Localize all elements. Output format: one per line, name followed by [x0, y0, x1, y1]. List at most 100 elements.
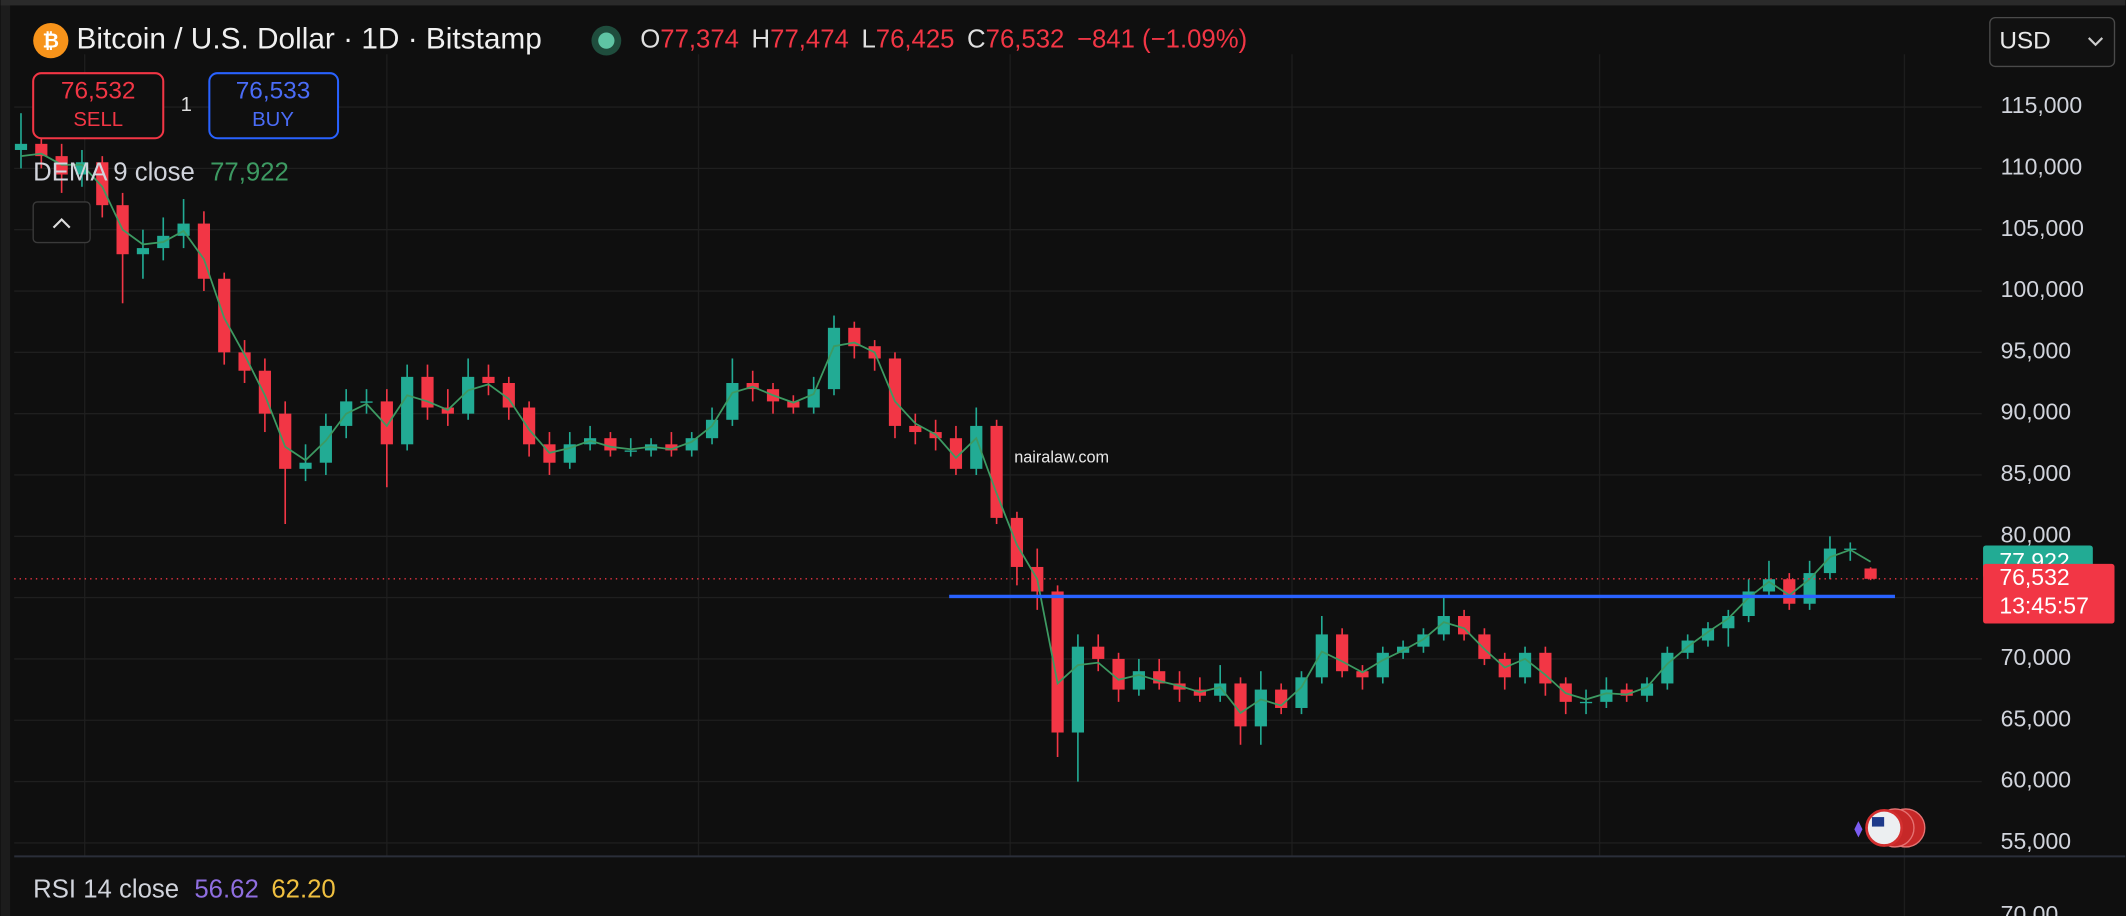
flag-canton	[1871, 817, 1885, 827]
quantity: 1	[181, 94, 192, 116]
candle-body	[1071, 646, 1085, 733]
buy-price[interactable]: 76,533	[236, 78, 311, 105]
candle-body	[319, 425, 332, 463]
left-border	[0, 0, 11, 916]
candle-body	[401, 376, 414, 445]
dema-line	[20, 152, 1872, 715]
y-tick-label: 95,000	[2001, 337, 2071, 363]
candle-body	[1823, 548, 1837, 574]
candle-body	[624, 450, 637, 452]
currency-select[interactable]: USD	[1989, 16, 2116, 68]
candle-body	[1600, 689, 1613, 702]
candle-body	[848, 327, 861, 347]
candle-body	[1010, 517, 1024, 567]
candle-body	[1051, 591, 1064, 733]
indicator-value: 77,922	[210, 158, 289, 186]
candle-body	[1295, 677, 1308, 708]
buy-button[interactable]: 76,533 BUY	[208, 72, 340, 140]
y-tick-label: 65,000	[2001, 705, 2071, 731]
ohlc-label: C	[967, 25, 986, 53]
candle-body	[970, 425, 983, 469]
currency-select-box[interactable]	[1989, 16, 2116, 68]
y-tick-label: 70,000	[2001, 644, 2071, 670]
ohlc-label: H	[752, 25, 771, 53]
sell-button[interactable]: 76,532 SELL	[32, 72, 165, 140]
ohlc-label: L	[861, 25, 875, 53]
ohlc-value: 76,532	[986, 25, 1065, 53]
candle-body	[787, 401, 800, 408]
candle-body	[1356, 671, 1369, 678]
candle-body	[197, 223, 211, 279]
rsi-ma-value: 62.20	[271, 875, 335, 903]
candle-body	[1539, 652, 1552, 684]
candle-body	[360, 401, 373, 403]
candle-body	[1254, 689, 1267, 727]
candle-body	[1336, 634, 1349, 672]
candle-body	[1762, 579, 1776, 592]
collapse-chevron	[52, 217, 71, 229]
candle-body	[685, 438, 698, 451]
event-flag[interactable]	[1865, 808, 1904, 847]
candle-body	[705, 419, 719, 439]
price-change: −841 (−1.09%)	[1077, 25, 1247, 53]
candle-body	[1803, 573, 1816, 604]
candle-body	[604, 438, 617, 451]
collapse-button[interactable]	[32, 201, 91, 244]
candle-body	[299, 462, 312, 469]
indicator-name: DEMA 9 close	[33, 158, 195, 186]
event-flags[interactable]	[1854, 808, 1926, 848]
candle-body	[1457, 616, 1471, 635]
ohlc-value: 77,374	[660, 25, 739, 53]
candle-body	[1234, 683, 1247, 727]
bar-countdown: 13:45:57	[1999, 592, 2089, 618]
rsi-legend: RSI 14 close 56.62 62.20	[33, 875, 336, 903]
candle-body	[909, 425, 922, 433]
watermark: nairalaw.com	[1014, 448, 1109, 466]
candle-body	[665, 444, 678, 451]
sell-price[interactable]: 76,532	[61, 78, 136, 105]
indicator-legend: DEMA 9 close 77,922	[33, 158, 289, 186]
candle-body	[949, 438, 963, 469]
last-price-tag	[1983, 563, 2115, 624]
y-tick-label: 60,000	[2001, 767, 2071, 793]
candle-body	[1864, 568, 1877, 579]
y-tick-label: 90,000	[2001, 399, 2071, 425]
sell-label[interactable]: SELL	[73, 109, 123, 131]
candle-body	[1579, 701, 1593, 704]
candle-body	[1701, 628, 1715, 641]
candle-body	[238, 352, 251, 371]
sell-button-box[interactable]	[32, 72, 165, 140]
candle-body	[1315, 634, 1328, 678]
candle-body	[807, 389, 820, 408]
candle-body	[1132, 671, 1145, 690]
buy-button-box[interactable]	[208, 72, 340, 140]
bitcoin-symbol: ₿	[43, 30, 60, 52]
candle-body	[1214, 683, 1227, 696]
candle-body	[523, 407, 536, 445]
y-tick-label: 105,000	[2001, 215, 2084, 241]
candle-body	[1437, 616, 1450, 635]
rsi-name: RSI 14 close	[33, 875, 179, 903]
candle-body	[502, 382, 515, 408]
candle-body	[1112, 658, 1125, 690]
ohlc-label: O	[640, 25, 660, 53]
top-border	[0, 0, 2126, 6]
y-tick-label: 85,000	[2001, 460, 2071, 486]
candle-body	[1376, 652, 1389, 678]
grid	[14, 106, 1982, 844]
y-tick-label: 55,000	[2001, 828, 2071, 854]
candle-body	[1518, 652, 1532, 678]
currency-label[interactable]: USD	[1999, 27, 2050, 54]
candle-body	[380, 401, 393, 445]
y-tick-label: 80,000	[2001, 521, 2071, 547]
ohlc-value: 77,474	[770, 25, 849, 53]
bitcoin-icon	[33, 23, 69, 59]
symbol-title: Bitcoin / U.S. Dollar · 1D · Bitstamp	[77, 23, 542, 56]
y-tick-label: 115,000	[2001, 92, 2083, 118]
y-tick-label: 100,000	[2001, 276, 2084, 302]
collapse-button-box[interactable]	[32, 201, 91, 244]
ohlc-value: 76,425	[876, 25, 955, 53]
buy-label[interactable]: BUY	[252, 109, 294, 131]
